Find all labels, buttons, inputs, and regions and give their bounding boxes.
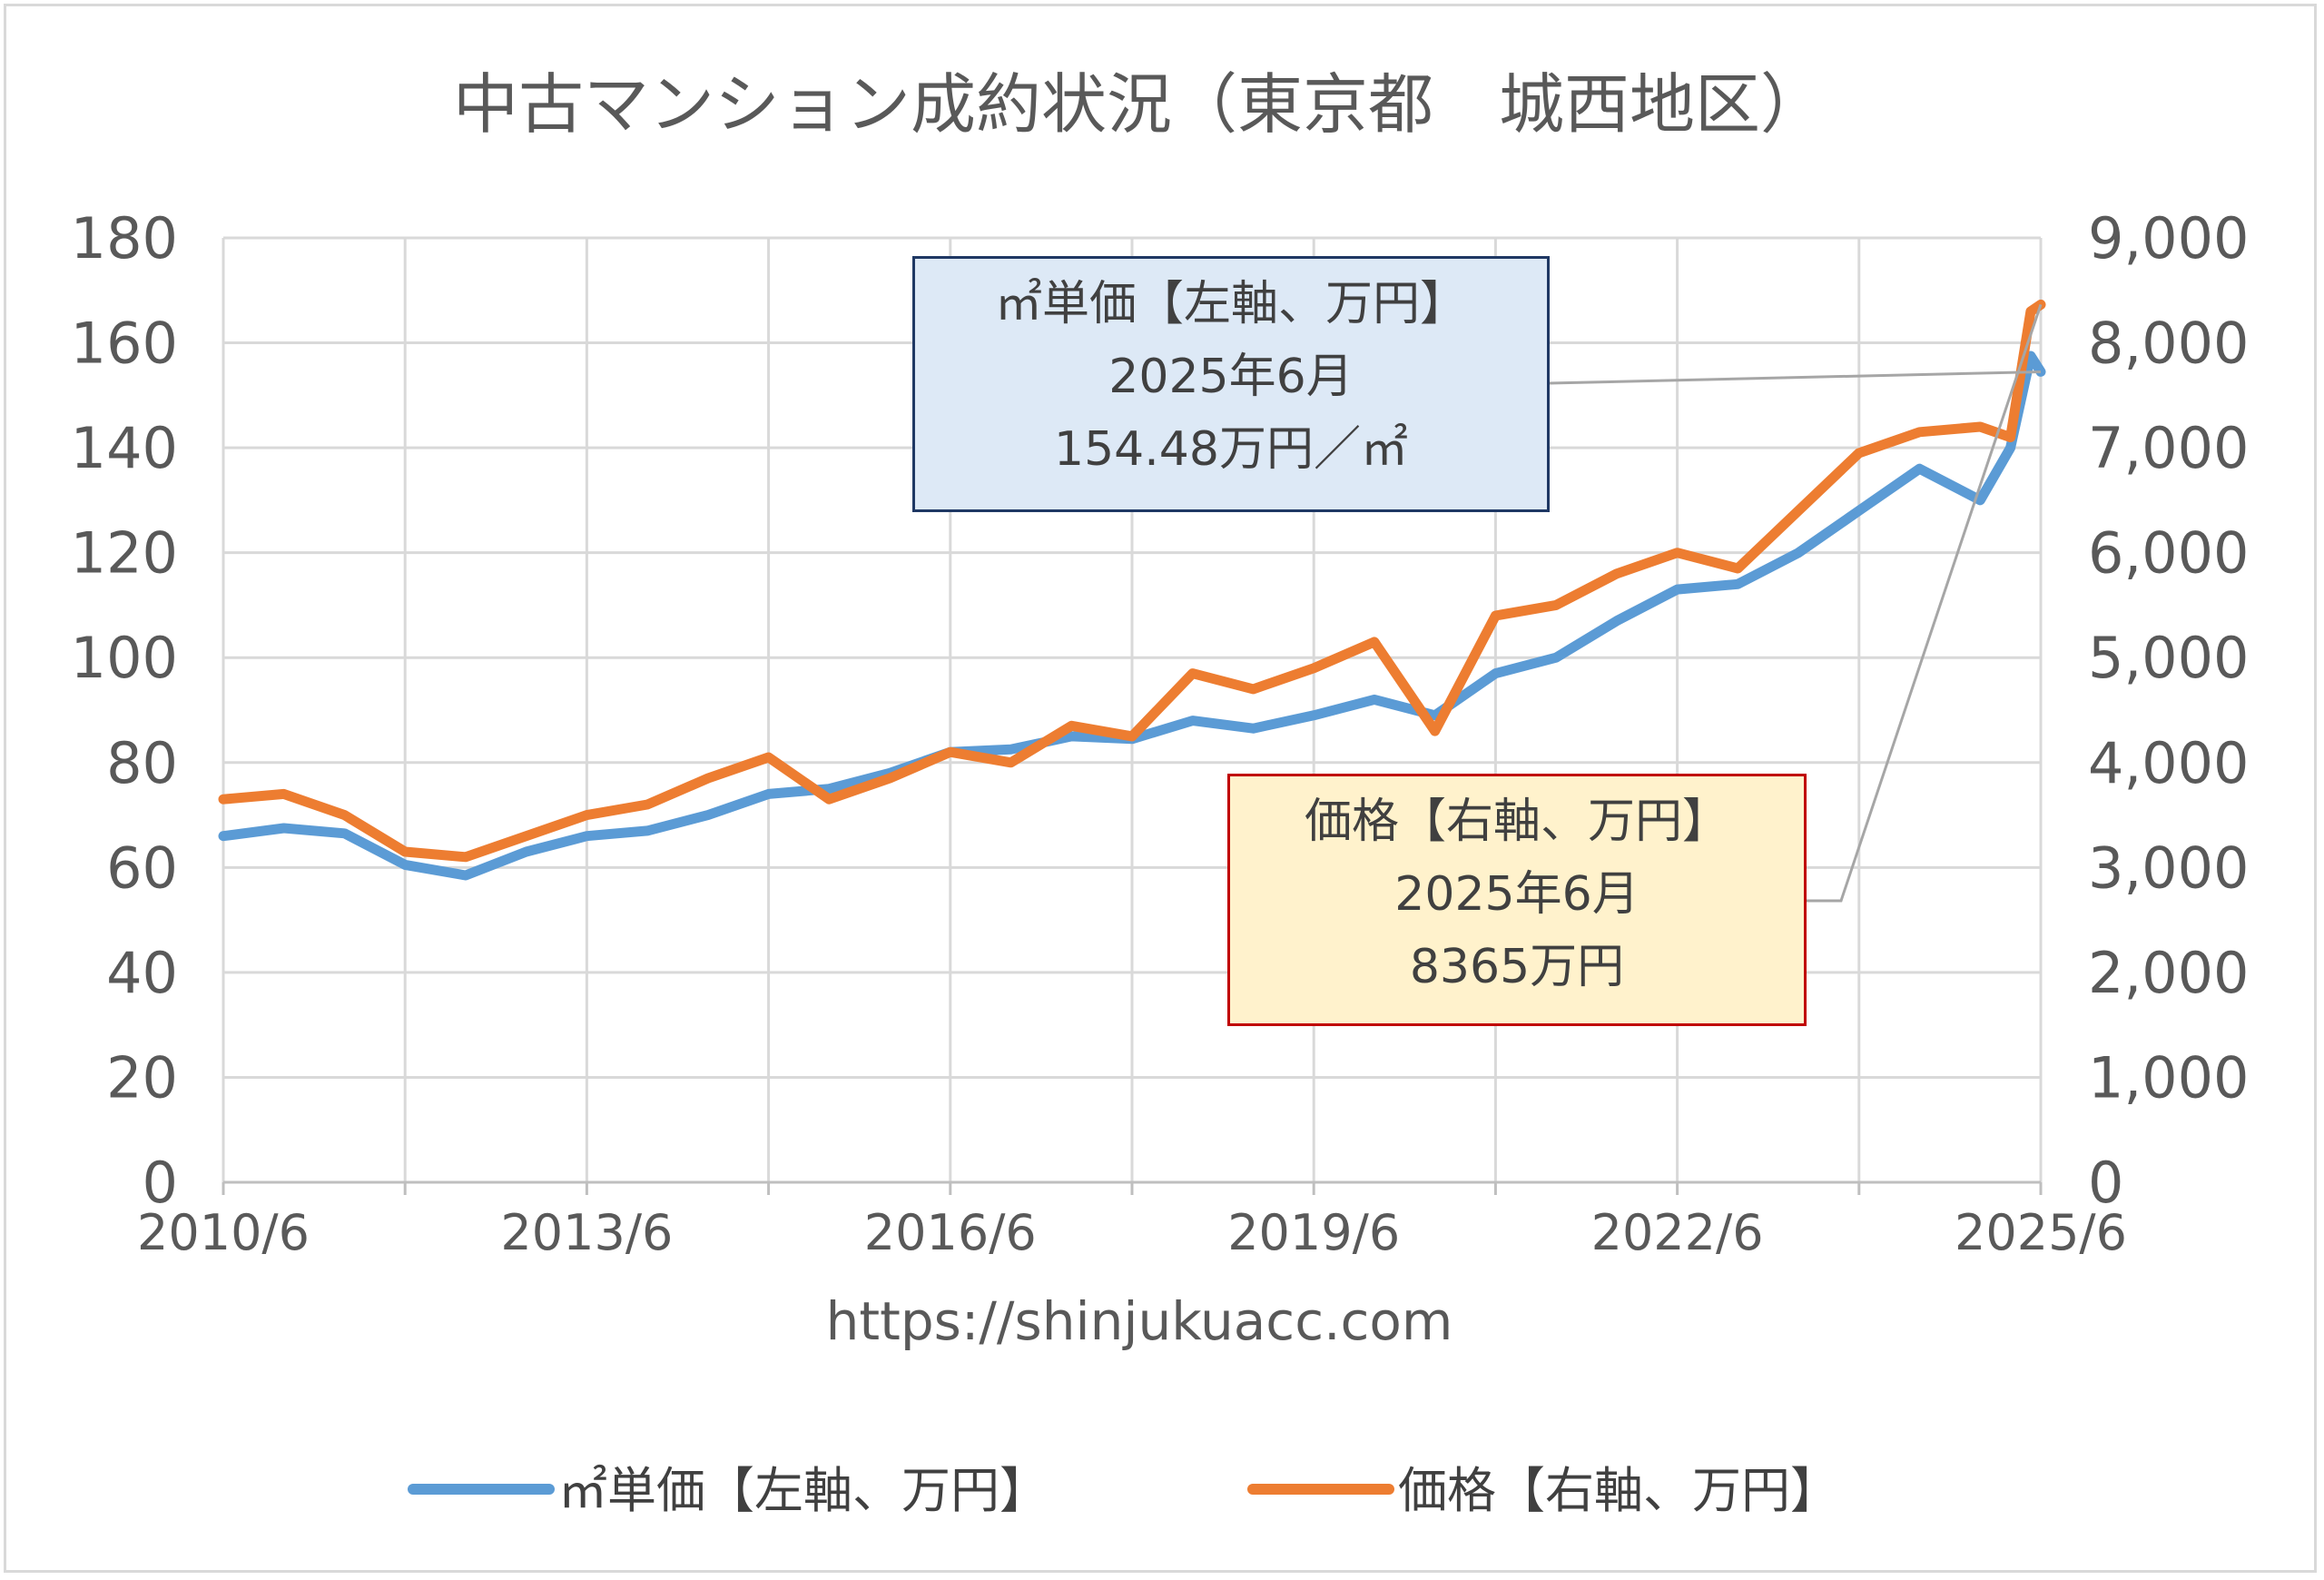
legend: ㎡単価【左軸、万円】 価格【右軸、万円】	[408, 1462, 1839, 1519]
price-leader-line	[1807, 303, 2043, 903]
axes: 0 0 20 1,000 40 2,000 60 3,000 80 4,000 100 5,000 12…	[71, 205, 2250, 1261]
price-line	[218, 299, 2046, 863]
right-y-tick-label: 6,000	[2088, 520, 2250, 587]
left-y-tick-label: 180	[71, 205, 178, 272]
sqm-price-leader-line	[1549, 370, 2042, 385]
left-y-tick-label: 20	[106, 1044, 178, 1111]
series-lines	[218, 299, 2046, 881]
x-tick-label: 2010/6	[137, 1204, 310, 1261]
left-y-tick-label: 80	[106, 730, 178, 796]
price-callout-line-1: 価格【右軸、万円】	[1304, 795, 1729, 849]
left-y-tick-label: 120	[71, 520, 178, 587]
right-y-tick-label: 1,000	[2088, 1044, 2250, 1111]
x-tick-label: 2019/6	[1227, 1204, 1400, 1261]
right-y-tick-label: 3,000	[2088, 834, 2250, 901]
legend-label-price: 価格【右軸、万円】	[1398, 1462, 1839, 1519]
sqm-price-callout: ㎡単価【左軸、万円】 2025年6月 154.48万円／㎡	[912, 256, 1550, 512]
right-y-tick-label: 0	[2088, 1150, 2123, 1216]
legend-label-sqm-price: ㎡単価【左軸、万円】	[558, 1462, 1049, 1519]
right-y-tick-label: 5,000	[2088, 625, 2250, 691]
price-callout: 価格【右軸、万円】 2025年6月 8365万円	[1227, 774, 1807, 1026]
chart-title: 中古マンション成約状況（東京都 城西地区）	[453, 66, 1826, 143]
watermark-text: https://shinjukuacc.com	[826, 1290, 1453, 1352]
right-y-tick-label: 2,000	[2088, 940, 2250, 1006]
price-callout-line-2: 2025年6月	[1394, 867, 1640, 922]
left-y-tick-label: 60	[106, 834, 178, 901]
left-y-tick-label: 0	[143, 1150, 178, 1216]
right-y-tick-label: 9,000	[2088, 205, 2250, 272]
callout-leaders	[1549, 303, 2043, 903]
x-tick-label: 2016/6	[864, 1204, 1037, 1261]
left-y-tick-label: 40	[106, 940, 178, 1006]
right-y-tick-label: 8,000	[2088, 311, 2250, 377]
sqm-price-callout-line-2: 2025年6月	[1108, 350, 1354, 404]
x-tick-label: 2022/6	[1591, 1204, 1764, 1261]
left-y-tick-label: 100	[71, 625, 178, 691]
price-callout-line-3: 8365万円	[1409, 940, 1625, 994]
sqm-price-line	[218, 351, 2046, 881]
left-y-tick-label: 160	[71, 311, 178, 377]
x-tick-label: 2013/6	[500, 1204, 673, 1261]
sqm-price-callout-line-1: ㎡単価【左軸、万円】	[994, 277, 1467, 331]
right-y-tick-label: 7,000	[2088, 415, 2250, 481]
x-tick-label: 2025/6	[1955, 1204, 2127, 1261]
left-y-tick-label: 140	[71, 415, 178, 481]
right-y-tick-label: 4,000	[2088, 730, 2250, 796]
sqm-price-callout-line-3: 154.48万円／㎡	[1054, 422, 1408, 477]
